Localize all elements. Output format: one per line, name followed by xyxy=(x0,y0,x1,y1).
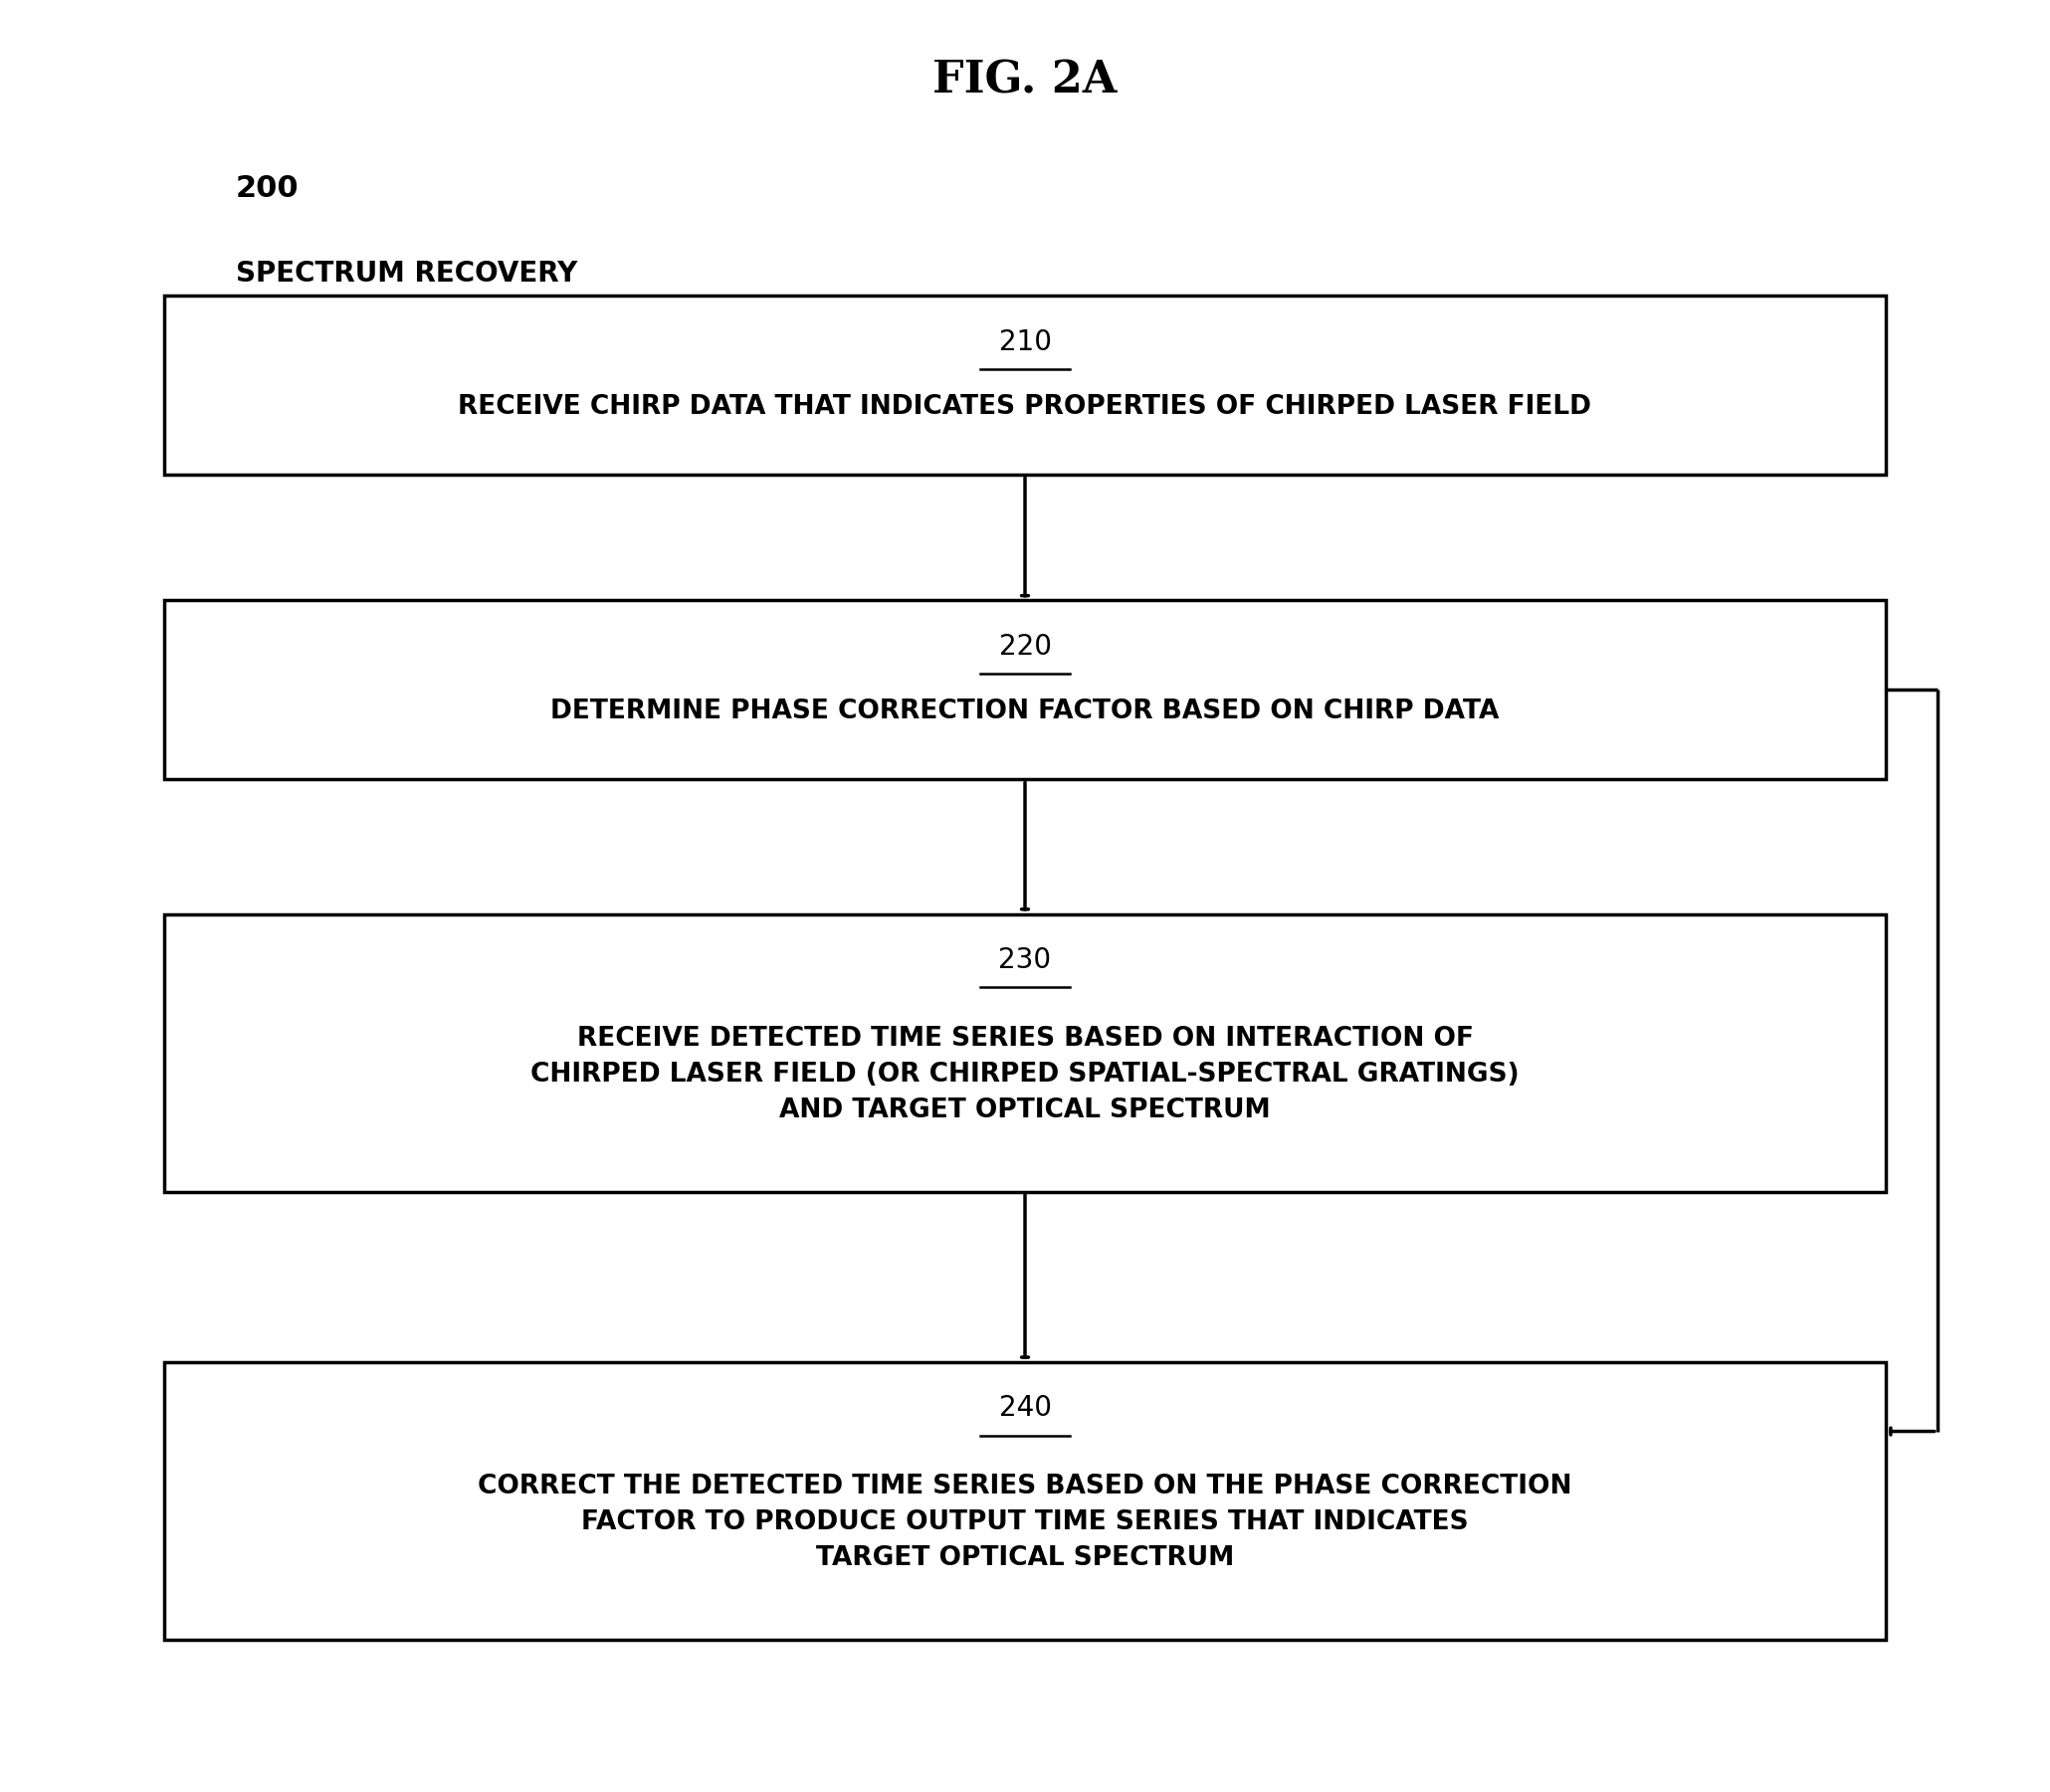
FancyBboxPatch shape xyxy=(164,1362,1886,1640)
Text: 200: 200 xyxy=(236,174,299,202)
FancyBboxPatch shape xyxy=(164,914,1886,1192)
Text: SPECTRUM RECOVERY
METHOD: SPECTRUM RECOVERY METHOD xyxy=(236,260,578,324)
FancyBboxPatch shape xyxy=(164,600,1886,780)
Text: 220: 220 xyxy=(998,633,1052,661)
Text: 230: 230 xyxy=(998,946,1052,975)
Text: RECEIVE CHIRP DATA THAT INDICATES PROPERTIES OF CHIRPED LASER FIELD: RECEIVE CHIRP DATA THAT INDICATES PROPER… xyxy=(459,394,1591,419)
Text: FIG. 2A: FIG. 2A xyxy=(933,59,1117,102)
Text: 210: 210 xyxy=(998,328,1052,357)
Text: RECEIVE DETECTED TIME SERIES BASED ON INTERACTION OF
CHIRPED LASER FIELD (OR CHI: RECEIVE DETECTED TIME SERIES BASED ON IN… xyxy=(531,1025,1519,1124)
FancyBboxPatch shape xyxy=(164,296,1886,475)
Text: 240: 240 xyxy=(998,1394,1052,1423)
Text: DETERMINE PHASE CORRECTION FACTOR BASED ON CHIRP DATA: DETERMINE PHASE CORRECTION FACTOR BASED … xyxy=(551,699,1499,724)
Text: CORRECT THE DETECTED TIME SERIES BASED ON THE PHASE CORRECTION
FACTOR TO PRODUCE: CORRECT THE DETECTED TIME SERIES BASED O… xyxy=(478,1473,1572,1572)
